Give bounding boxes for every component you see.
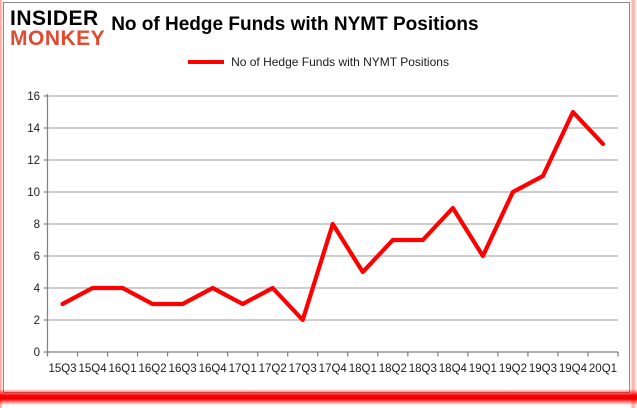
- legend: No of Hedge Funds with NYMT Positions: [0, 55, 637, 69]
- chart-title: No of Hedge Funds with NYMT Positions: [111, 14, 479, 35]
- x-tick-label: 18Q2: [379, 363, 407, 375]
- bottom-red-glow: [0, 389, 637, 405]
- x-tick-label: 19Q2: [499, 363, 527, 375]
- y-tick-label: 14: [27, 123, 40, 135]
- x-tick-label: 15Q3: [48, 363, 76, 375]
- left-red-glow: [0, 0, 3, 408]
- x-tick-label: 17Q3: [289, 363, 317, 375]
- x-tick-label: 16Q3: [169, 363, 197, 375]
- y-tick-label: 8: [34, 219, 40, 231]
- y-tick-label: 0: [34, 347, 40, 359]
- y-tick-label: 12: [27, 155, 40, 167]
- x-tick-label: 17Q1: [229, 363, 257, 375]
- logo-text-insider: INSIDER: [10, 7, 99, 30]
- x-tick-label: 16Q2: [139, 363, 167, 375]
- y-tick-label: 16: [27, 91, 40, 103]
- x-tick-label: 19Q3: [529, 363, 557, 375]
- y-tick-label: 10: [27, 187, 40, 199]
- insider-monkey-logo: INSIDER MONKEY: [10, 7, 106, 50]
- x-tick-label: 19Q4: [559, 363, 588, 375]
- chart-header: INSIDER MONKEY No of Hedge Funds with NY…: [10, 7, 479, 50]
- x-tick-label: 18Q1: [349, 363, 377, 375]
- x-tick-label: 19Q1: [469, 363, 497, 375]
- axes: [43, 94, 619, 357]
- legend-label: No of Hedge Funds with NYMT Positions: [231, 55, 449, 69]
- legend-line-swatch: [188, 60, 225, 64]
- x-tick-label: 15Q4: [78, 363, 107, 375]
- gridlines: [47, 95, 618, 321]
- x-tick-label: 16Q4: [199, 363, 228, 375]
- x-tick-label: 20Q1: [589, 363, 617, 375]
- x-axis-labels: 15Q3 15Q4 16Q1 16Q2 16Q3 16Q4 17Q1 17Q2 17Q3 17Q4…: [48, 363, 617, 375]
- y-tick-label: 2: [34, 315, 40, 327]
- x-tick-label: 18Q4: [439, 363, 468, 375]
- y-tick-label: 4: [34, 283, 41, 295]
- x-tick-label: 18Q3: [409, 363, 437, 375]
- y-axis-labels: 0 2 4 6 8 10 12 14 16: [27, 91, 40, 359]
- y-tick-label: 6: [34, 251, 40, 263]
- logo-text-monkey: MONKEY: [10, 26, 106, 50]
- x-tick-label: 17Q4: [319, 363, 348, 375]
- chart-frame: [3, 2, 630, 393]
- x-tick-label: 17Q2: [259, 363, 287, 375]
- right-red-glow: [630, 0, 637, 408]
- series-line: [60, 109, 606, 323]
- x-tick-label: 16Q1: [108, 363, 136, 375]
